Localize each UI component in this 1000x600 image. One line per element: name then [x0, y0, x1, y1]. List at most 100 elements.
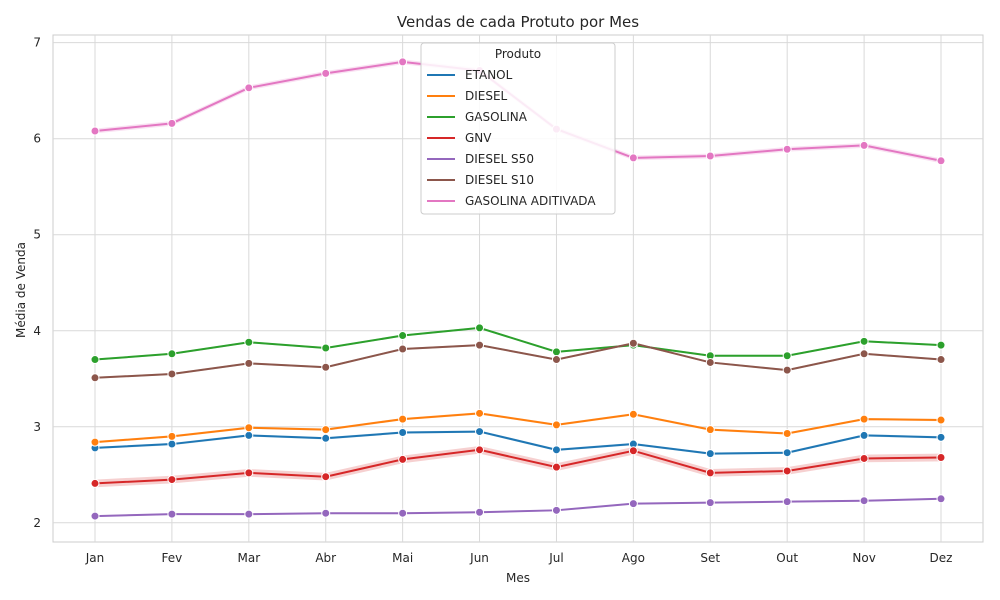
legend-label: GASOLINA — [465, 110, 528, 124]
data-point — [859, 453, 869, 463]
x-tick-label: Fev — [162, 551, 183, 565]
data-point — [167, 439, 177, 449]
data-point — [936, 340, 946, 350]
data-point — [859, 496, 869, 506]
data-point — [705, 449, 715, 459]
data-point — [398, 428, 408, 438]
data-point — [782, 351, 792, 361]
data-point — [90, 511, 100, 521]
x-tick-label: Jun — [469, 551, 489, 565]
data-point — [90, 373, 100, 383]
data-point — [551, 420, 561, 430]
data-point — [244, 358, 254, 368]
legend-label: GNV — [465, 131, 492, 145]
data-point — [628, 446, 638, 456]
data-point — [475, 408, 485, 418]
x-tick-label: Jul — [548, 551, 563, 565]
data-point — [859, 349, 869, 359]
data-point — [551, 505, 561, 515]
data-point — [859, 414, 869, 424]
x-tick-label: Ago — [622, 551, 645, 565]
x-axis-label: Mes — [506, 571, 530, 585]
data-point — [398, 331, 408, 341]
x-tick-label: Nov — [852, 551, 875, 565]
data-point — [551, 355, 561, 365]
data-point — [936, 432, 946, 442]
series-line — [94, 412, 942, 444]
y-tick-label: 3 — [33, 420, 41, 434]
series-diesel-s50 — [90, 494, 946, 521]
x-tick-label: Mai — [392, 551, 413, 565]
data-point — [551, 347, 561, 357]
x-tick-label: Dez — [930, 551, 953, 565]
data-point — [398, 508, 408, 518]
data-point — [475, 340, 485, 350]
data-point — [628, 409, 638, 419]
data-point — [167, 431, 177, 441]
y-tick-label: 2 — [33, 516, 41, 530]
data-point — [475, 323, 485, 333]
x-tick-label: Out — [776, 551, 798, 565]
data-point — [551, 445, 561, 455]
series-etanol — [90, 427, 946, 459]
chart-title: Vendas de cada Protuto por Mes — [397, 13, 639, 31]
series-line — [94, 326, 942, 361]
legend-label: DIESEL S10 — [465, 173, 534, 187]
y-tick-label: 6 — [33, 132, 41, 146]
data-point — [782, 144, 792, 154]
x-tick-label: Set — [700, 551, 720, 565]
series-diesel-s10 — [90, 338, 946, 383]
legend-box — [420, 42, 616, 215]
data-point — [321, 68, 331, 78]
data-point — [936, 415, 946, 425]
confidence-band — [95, 445, 941, 488]
x-tick-label: Mar — [237, 551, 260, 565]
data-point — [167, 118, 177, 128]
data-point — [167, 369, 177, 379]
data-point — [90, 437, 100, 447]
series-diesel — [90, 408, 946, 447]
data-point — [90, 355, 100, 365]
data-point — [475, 507, 485, 517]
legend-label: DIESEL — [465, 89, 508, 103]
data-point — [244, 423, 254, 433]
data-point — [859, 140, 869, 150]
data-point — [936, 453, 946, 462]
data-point — [936, 156, 946, 166]
data-point — [859, 336, 869, 346]
data-point — [705, 357, 715, 367]
series-line — [94, 430, 942, 455]
y-tick-label: 7 — [33, 36, 41, 50]
data-point — [705, 468, 715, 478]
legend-label: GASOLINA ADITIVADA — [465, 194, 596, 208]
data-point — [475, 445, 485, 455]
data-point — [628, 153, 638, 163]
data-point — [628, 499, 638, 509]
series-line — [94, 448, 942, 485]
data-point — [321, 362, 331, 372]
data-point — [321, 508, 331, 518]
data-point — [321, 425, 331, 435]
legend-title: Produto — [495, 47, 541, 61]
data-point — [782, 428, 792, 438]
confidence-band — [95, 430, 941, 455]
data-point — [705, 151, 715, 161]
data-point — [475, 427, 485, 437]
data-point — [782, 466, 792, 476]
x-tick-label: Abr — [315, 551, 336, 565]
data-point — [398, 414, 408, 424]
data-point — [782, 365, 792, 375]
series-gnv — [90, 445, 946, 488]
data-point — [167, 349, 177, 359]
data-point — [244, 509, 254, 519]
legend-label: ETANOL — [465, 68, 513, 82]
data-point — [90, 478, 100, 488]
series-line — [94, 497, 942, 518]
data-point — [398, 57, 408, 67]
data-point — [551, 462, 561, 472]
data-point — [244, 468, 254, 478]
data-point — [398, 454, 408, 464]
data-point — [167, 475, 177, 485]
data-point — [321, 433, 331, 443]
